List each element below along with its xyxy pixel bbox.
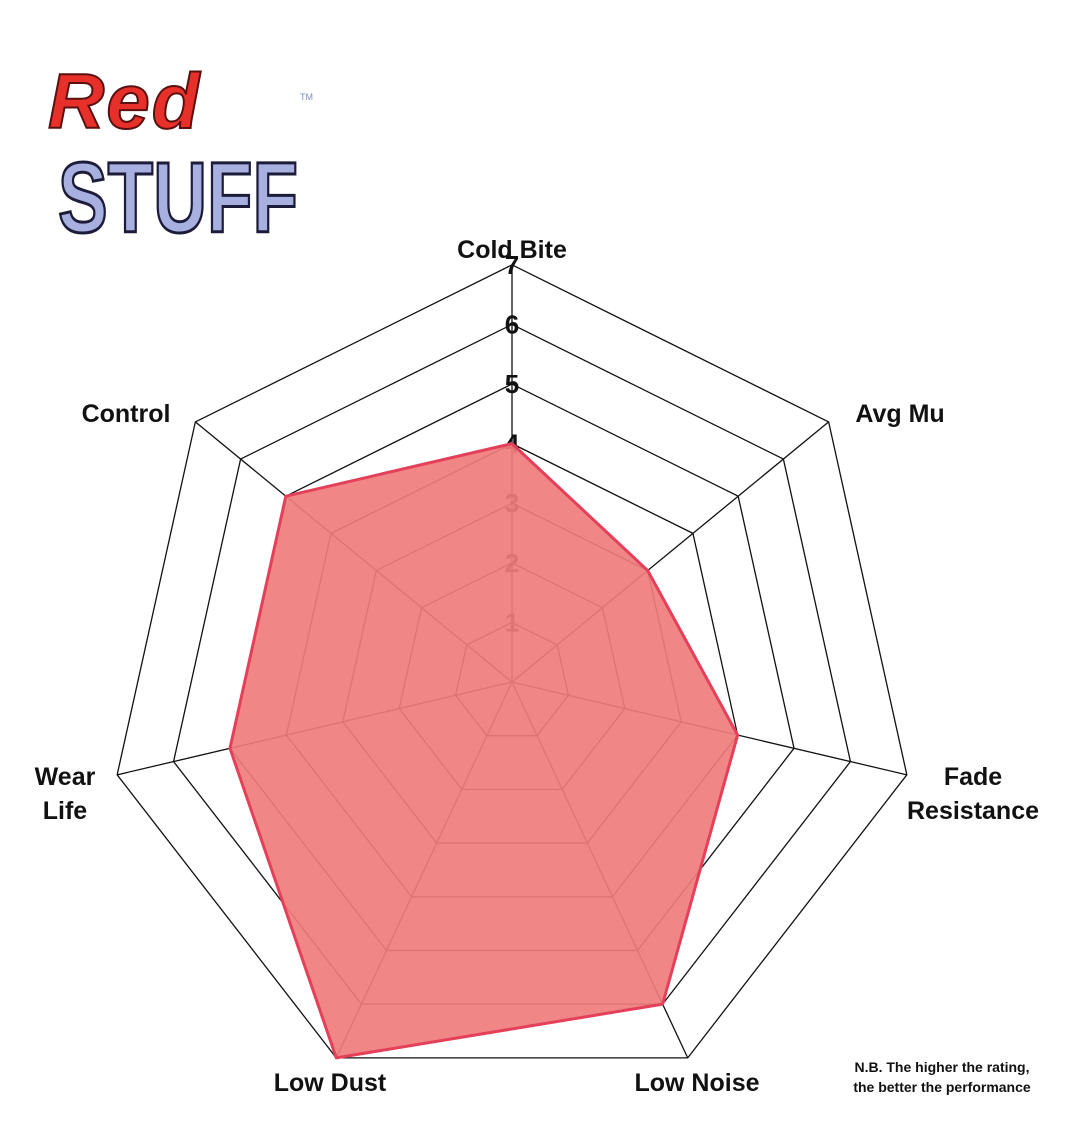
category-label: Low Dust — [274, 1069, 387, 1097]
r-tick-label: 5 — [505, 369, 519, 399]
category-label: Life — [43, 797, 88, 825]
category-label: Avg Mu — [855, 400, 944, 428]
category-label: Cold Bite — [457, 236, 567, 264]
logo-red: Red — [48, 57, 201, 145]
category-label: Control — [82, 400, 171, 428]
grid-ring — [116, 264, 908, 1059]
note: the better the performance — [853, 1079, 1031, 1095]
logo-tm: TM — [300, 92, 313, 102]
r-tick-label: 6 — [505, 309, 519, 339]
data-area — [228, 442, 740, 1060]
category-label: Wear — [35, 763, 96, 791]
logo: Red STUFF TM — [47, 56, 313, 256]
logo-stuff: STUFF — [58, 142, 298, 254]
category-label: Resistance — [907, 797, 1039, 825]
r-tick-label: 7 — [505, 250, 519, 280]
category-label: Low Noise — [634, 1069, 759, 1097]
note: N.B. The higher the rating, — [854, 1059, 1029, 1075]
category-label: Fade — [944, 763, 1002, 791]
